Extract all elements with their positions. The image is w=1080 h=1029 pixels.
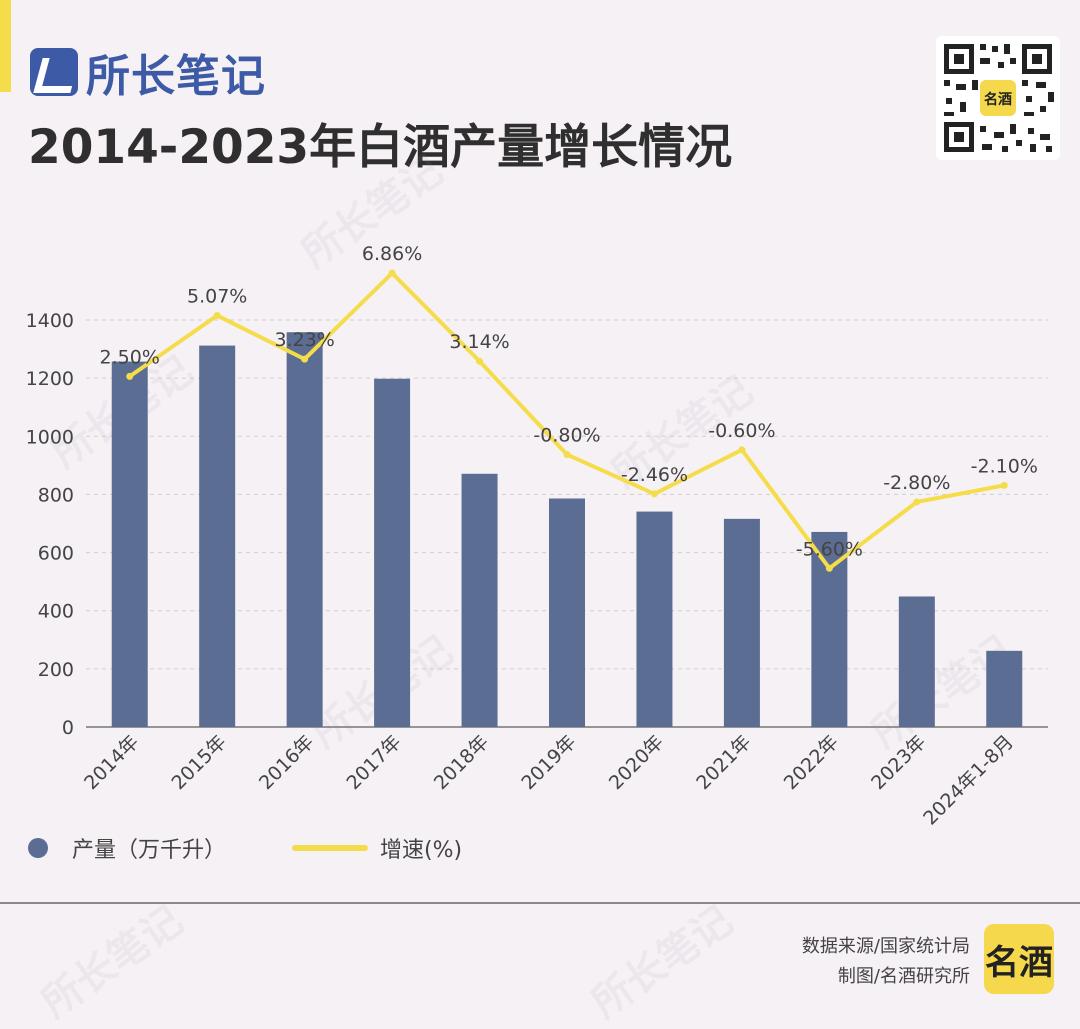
bar	[549, 498, 585, 727]
x-tick-label: 2015年	[168, 731, 231, 794]
growth-data-label: -5.60%	[796, 538, 863, 560]
production-chart: 0 200 400 600 800 1000 1200 1400 2014年 2015年 2016年…	[26, 243, 1048, 830]
growth-point	[301, 355, 309, 363]
growth-point	[476, 357, 484, 365]
bar	[811, 531, 848, 727]
x-tick-label: 2016年	[255, 731, 318, 794]
legend-bar-label: 产量（万千升）	[72, 838, 227, 863]
growth-data-label: 3.23%	[274, 329, 334, 351]
growth-point	[825, 564, 833, 572]
qr-code: 名酒	[936, 36, 1060, 160]
footer-divider	[0, 902, 1080, 904]
y-tick-label: 200	[38, 659, 74, 681]
x-tick-label: 2017年	[342, 731, 405, 794]
brand-watermark: 所长笔记	[583, 897, 742, 1028]
legend: 产量（万千升） 增速(%)	[28, 832, 462, 864]
growth-data-label: 5.07%	[187, 286, 247, 308]
y-tick-label: 600	[38, 543, 74, 565]
bar	[199, 345, 236, 727]
growth-point	[213, 312, 221, 320]
bar	[986, 650, 1023, 727]
growth-point	[1000, 481, 1008, 489]
x-tick-label: 2020年	[605, 731, 668, 794]
bar	[374, 378, 411, 727]
growth-data-label: -2.46%	[621, 464, 688, 486]
bar	[111, 361, 148, 727]
growth-data-label: 3.14%	[449, 331, 509, 353]
y-tick-label: 1200	[26, 368, 74, 390]
growth-data-label: -2.80%	[883, 472, 950, 494]
growth-point	[388, 269, 396, 277]
y-tick-label: 400	[38, 601, 74, 623]
x-tick-label: 2021年	[692, 731, 755, 794]
x-tick-label: 2018年	[430, 731, 493, 794]
x-tick-label: 2014年	[80, 731, 143, 794]
y-tick-label: 0	[62, 717, 74, 739]
x-tick-label: 2022年	[780, 731, 843, 794]
bar	[286, 332, 323, 727]
accent-bar	[0, 0, 11, 92]
growth-data-label: -0.80%	[533, 425, 600, 447]
growth-point	[738, 446, 746, 454]
y-tick-label: 1000	[26, 426, 74, 448]
brand-logo-icon	[30, 48, 78, 96]
growth-data-label: -0.60%	[708, 420, 775, 442]
credit-text: 制图/名酒研究所	[837, 966, 970, 987]
footer-logo: 名酒	[984, 924, 1054, 994]
growth-data-label: 6.86%	[362, 243, 422, 265]
x-tick-label: 2023年	[867, 731, 930, 794]
growth-point	[650, 490, 658, 498]
brand-watermark: 所长笔记	[33, 897, 192, 1028]
qr-center-label: 名酒	[984, 91, 1012, 108]
growth-point	[563, 451, 571, 459]
x-tick-label: 2024年1-8月	[919, 731, 1018, 830]
x-tick-label: 2019年	[517, 731, 580, 794]
growth-data-label: 2.50%	[100, 346, 160, 368]
brand-name: 所长笔记	[86, 51, 266, 102]
growth-point	[126, 372, 134, 380]
bar	[898, 596, 935, 727]
page-title: 2014-2023年白酒产量增长情况	[28, 120, 733, 175]
y-tick-label: 1400	[26, 310, 74, 332]
brand: 所长笔记	[30, 40, 266, 104]
growth-data-label: -2.10%	[971, 455, 1038, 477]
bar	[461, 473, 498, 727]
legend-line-label: 增速(%)	[380, 838, 463, 863]
legend-line-swatch	[292, 845, 369, 851]
footer-text: 数据来源/国家统计局 制图/名酒研究所	[802, 932, 970, 992]
source-text: 数据来源/国家统计局	[801, 936, 970, 957]
legend-bar-swatch	[28, 838, 48, 858]
bar	[636, 511, 673, 727]
growth-point	[913, 498, 921, 506]
y-tick-label: 800	[38, 484, 74, 506]
bar	[723, 518, 760, 727]
